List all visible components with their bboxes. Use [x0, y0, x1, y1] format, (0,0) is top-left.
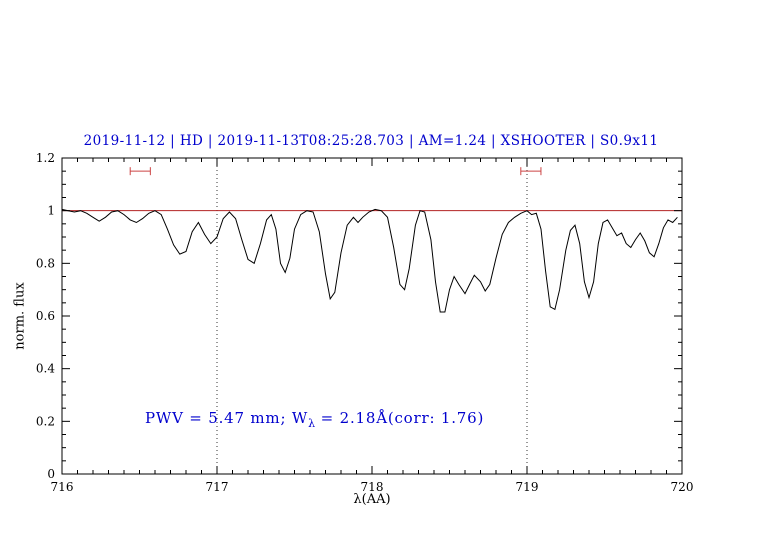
y-tick-label: 0.2 — [36, 414, 55, 428]
spectrum-line — [61, 208, 678, 313]
plot-title: 2019-11-12 | HD | 2019-11-13T08:25:28.70… — [83, 133, 659, 149]
x-tick-label: 719 — [516, 480, 539, 494]
x-tick-label: 717 — [206, 480, 229, 494]
pwv-annotation: PWV = 5.47 mm; Wλ = 2.18Å(corr: 1.76) — [145, 409, 484, 430]
y-tick-label: 1 — [47, 204, 55, 218]
x-tick-label: 716 — [51, 480, 74, 494]
x-tick-label: 720 — [671, 480, 694, 494]
annotation-lambda-subscript: λ — [308, 417, 316, 430]
y-tick-label: 0.8 — [36, 256, 55, 270]
x-axis-label: λ(AA) — [353, 492, 391, 507]
y-axis-label: norm. flux — [12, 282, 28, 350]
y-tick-label: 0 — [47, 467, 55, 481]
y-tick-label: 0.6 — [36, 309, 55, 323]
x-tick-label: 718 — [361, 480, 384, 494]
annotation-prefix: PWV = 5.47 mm; W — [145, 409, 309, 427]
y-tick-label: 1.2 — [36, 151, 55, 165]
annotation-suffix: = 2.18Å(corr: 1.76) — [315, 409, 485, 427]
y-tick-label: 0.4 — [36, 362, 55, 376]
